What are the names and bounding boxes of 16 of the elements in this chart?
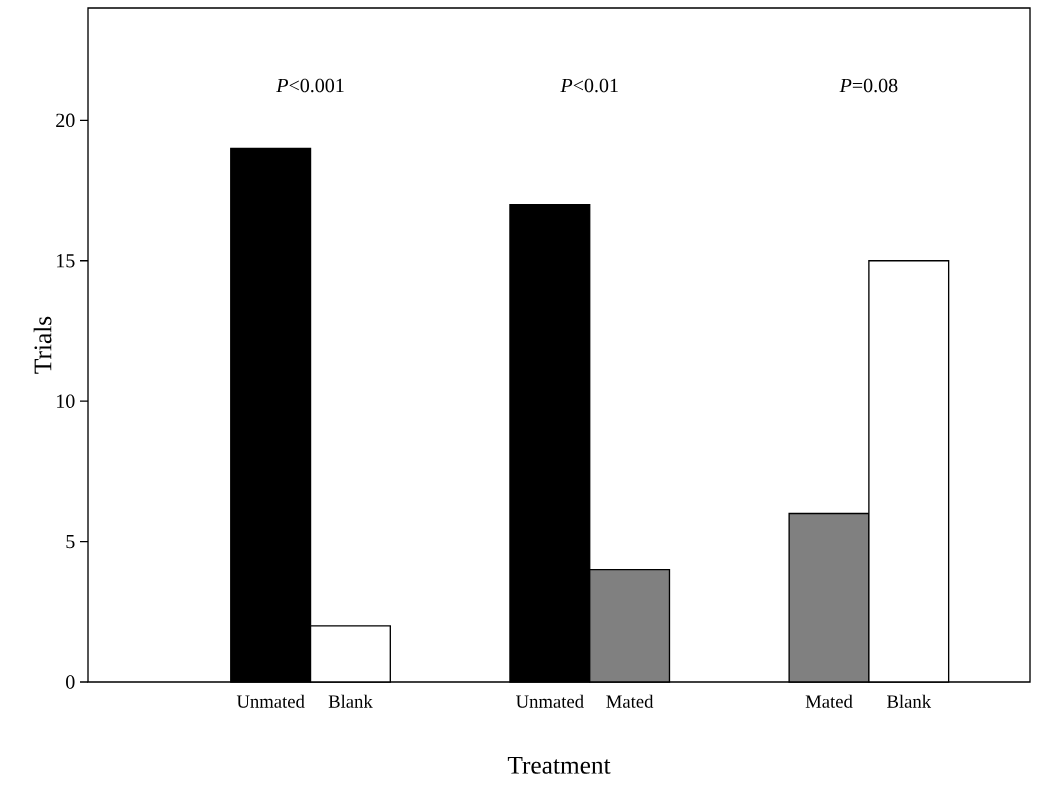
y-tick-label: 10 bbox=[57, 394, 75, 408]
annotation: P<0.01 bbox=[560, 78, 618, 93]
x-tick-label: Unmated bbox=[236, 694, 305, 708]
x-tick-label: Mated bbox=[805, 694, 853, 708]
x-tick-label: Unmated bbox=[516, 694, 584, 708]
y-tick-label: 15 bbox=[57, 254, 75, 268]
x-tick-label: Blank bbox=[328, 694, 373, 708]
x-axis-title: Treatment bbox=[507, 757, 611, 774]
y-tick-label: 20 bbox=[56, 113, 75, 128]
x-tick-label: Blank bbox=[887, 694, 932, 708]
y-tick-label: 0 bbox=[66, 675, 75, 689]
y-axis-title: Trials bbox=[33, 316, 52, 374]
x-tick-label: Mated bbox=[606, 694, 654, 708]
y-tick-label: 5 bbox=[66, 534, 75, 549]
annotation: P<0.001 bbox=[276, 78, 344, 93]
annotation: P=0.08 bbox=[839, 78, 898, 93]
